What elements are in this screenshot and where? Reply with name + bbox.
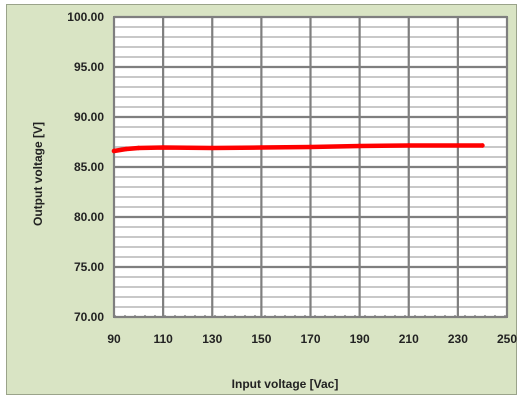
x-axis-title: Input voltage [Vac]: [232, 377, 339, 391]
y-tick-label: 85.00: [74, 160, 104, 174]
x-tick-label: 90: [107, 332, 121, 346]
y-tick-label: 95.00: [74, 60, 104, 74]
x-tick-label: 110: [153, 332, 173, 346]
x-tick-labels: 90 110 130 150 170 190 210 230 250: [107, 332, 517, 346]
x-tick-label: 190: [350, 332, 370, 346]
series-point: [357, 143, 362, 149]
series-point: [259, 145, 264, 150]
series-point: [406, 143, 411, 148]
x-tick-label: 250: [497, 332, 517, 346]
plot-frame: [113, 16, 508, 318]
x-tick-label: 150: [251, 332, 271, 346]
series-point: [136, 145, 141, 151]
series-point: [210, 145, 215, 151]
series-point: [480, 143, 485, 148]
y-tick-label: 80.00: [74, 210, 104, 224]
series-point: [111, 148, 117, 154]
x-tick-label: 230: [448, 332, 468, 346]
major-gridlines: [112, 15, 509, 319]
y-tick-labels: 70.00 75.00 80.00 85.00 90.00 95.00 100.00: [67, 10, 104, 324]
y-tick-label: 90.00: [74, 110, 104, 124]
y-tick-label: 70.00: [74, 310, 104, 324]
y-tick-label: 100.00: [67, 10, 104, 24]
x-tick-label: 170: [300, 332, 320, 346]
series-point: [124, 146, 129, 152]
y-axis-title: Output voltage [V]: [31, 122, 45, 226]
x-tick-label: 130: [202, 332, 222, 346]
series-point: [160, 145, 166, 150]
series-layer: [111, 143, 485, 154]
series-point: [308, 144, 313, 150]
series-point: [455, 143, 461, 148]
y-tick-label: 75.00: [74, 260, 104, 274]
x-tick-label: 210: [399, 332, 419, 346]
